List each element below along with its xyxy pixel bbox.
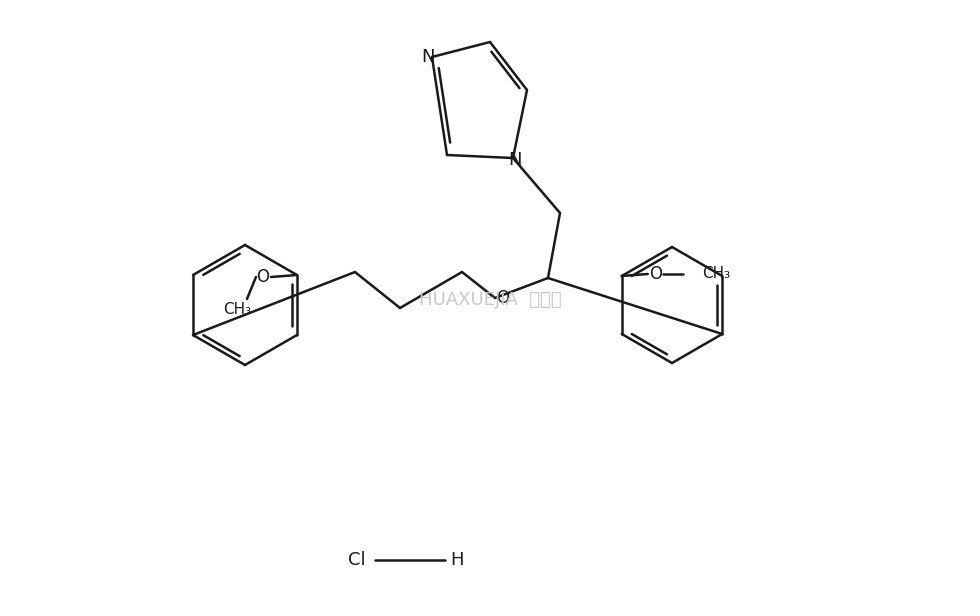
Text: O: O xyxy=(650,265,662,283)
Text: HUAXUEJIA  化学加: HUAXUEJIA 化学加 xyxy=(418,291,562,309)
Text: N: N xyxy=(421,48,435,66)
Text: O: O xyxy=(497,289,510,307)
Text: CH₃: CH₃ xyxy=(222,301,251,317)
Text: CH₃: CH₃ xyxy=(702,267,730,282)
Text: Cl: Cl xyxy=(348,551,366,569)
Text: N: N xyxy=(509,151,521,169)
Text: O: O xyxy=(257,268,270,286)
Text: H: H xyxy=(450,551,464,569)
